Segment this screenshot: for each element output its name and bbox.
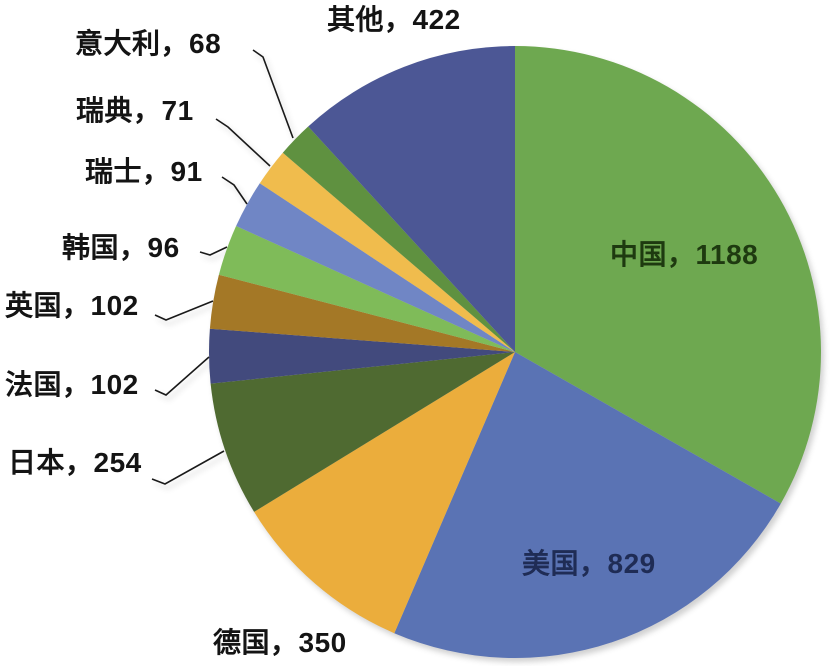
pie-slice-德国 (254, 352, 515, 634)
leader-line-意大利 (252, 49, 294, 139)
pie-label-中国: 中国，1188 (610, 239, 759, 270)
pie-slice-意大利 (282, 126, 515, 352)
leader-line-韩国 (199, 246, 228, 256)
leader-line-英国 (154, 300, 214, 321)
pie-label-其他: 其他，422 (327, 4, 461, 35)
pie-slice-瑞典 (259, 152, 515, 352)
pie-label-英国: 英国，102 (5, 290, 139, 321)
pie-slice-其他 (308, 46, 515, 352)
pie-slice-韩国 (218, 226, 515, 352)
leader-line-瑞典 (215, 118, 271, 167)
leader-line-日本 (151, 450, 225, 485)
pie-label-意大利: 意大利，68 (75, 28, 222, 59)
pie-label-瑞典: 瑞典，71 (76, 95, 194, 126)
pie-label-美国: 美国，829 (522, 548, 656, 579)
leader-line-法国 (154, 356, 210, 396)
leader-line-瑞士 (221, 176, 248, 205)
pie-label-瑞士: 瑞士，91 (85, 156, 203, 187)
pie-label-韩国: 韩国，96 (62, 232, 180, 263)
pie-label-德国: 德国，350 (213, 627, 347, 658)
pie-slice-英国 (209, 274, 515, 352)
pie-slice-法国 (208, 328, 515, 384)
pie-slice-瑞士 (236, 183, 515, 352)
pie-label-法国: 法国，102 (5, 369, 139, 400)
pie-slice-中国 (515, 46, 821, 504)
pie-label-日本: 日本，254 (8, 447, 142, 478)
pie-slice-日本 (210, 352, 515, 512)
pie-slice-美国 (394, 352, 781, 659)
